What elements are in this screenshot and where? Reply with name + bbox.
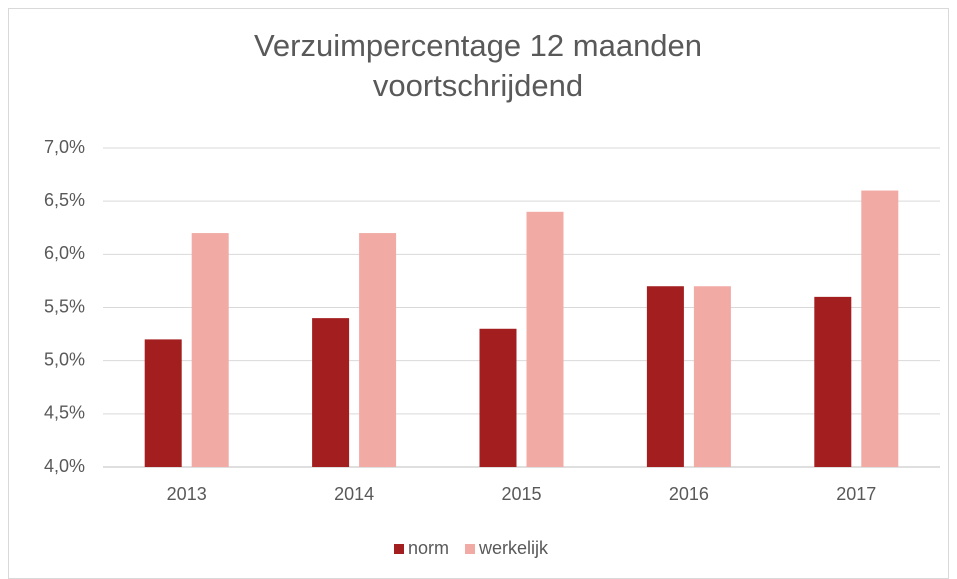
bar bbox=[144, 339, 182, 467]
legend-label: norm bbox=[408, 538, 449, 558]
bar bbox=[861, 190, 899, 468]
y-tick-label: 5,0% bbox=[44, 349, 85, 369]
y-tick-label: 5,5% bbox=[44, 296, 85, 316]
x-tick-label: 2017 bbox=[836, 484, 876, 504]
legend-swatch bbox=[394, 544, 404, 554]
y-tick-label: 6,0% bbox=[44, 243, 85, 263]
x-tick-label: 2013 bbox=[167, 484, 207, 504]
bar bbox=[312, 318, 350, 467]
y-tick-label: 4,5% bbox=[44, 403, 85, 423]
y-tick-label: 4,0% bbox=[44, 456, 85, 476]
bar bbox=[479, 328, 517, 467]
y-tick-label: 7,0% bbox=[44, 137, 85, 157]
x-tick-label: 2015 bbox=[501, 484, 541, 504]
bar bbox=[191, 233, 229, 467]
legend-swatch bbox=[465, 544, 476, 554]
bar bbox=[814, 296, 852, 467]
legend-label: werkelijk bbox=[478, 538, 549, 558]
bar bbox=[646, 286, 684, 467]
bar bbox=[526, 211, 564, 467]
bar bbox=[693, 286, 731, 467]
y-tick-label: 6,5% bbox=[44, 190, 85, 210]
chart-title: Verzuimpercentage 12 maanden voortschrij… bbox=[253, 28, 703, 103]
x-tick-label: 2014 bbox=[334, 484, 374, 504]
bar bbox=[359, 233, 397, 467]
x-tick-label: 2016 bbox=[669, 484, 709, 504]
